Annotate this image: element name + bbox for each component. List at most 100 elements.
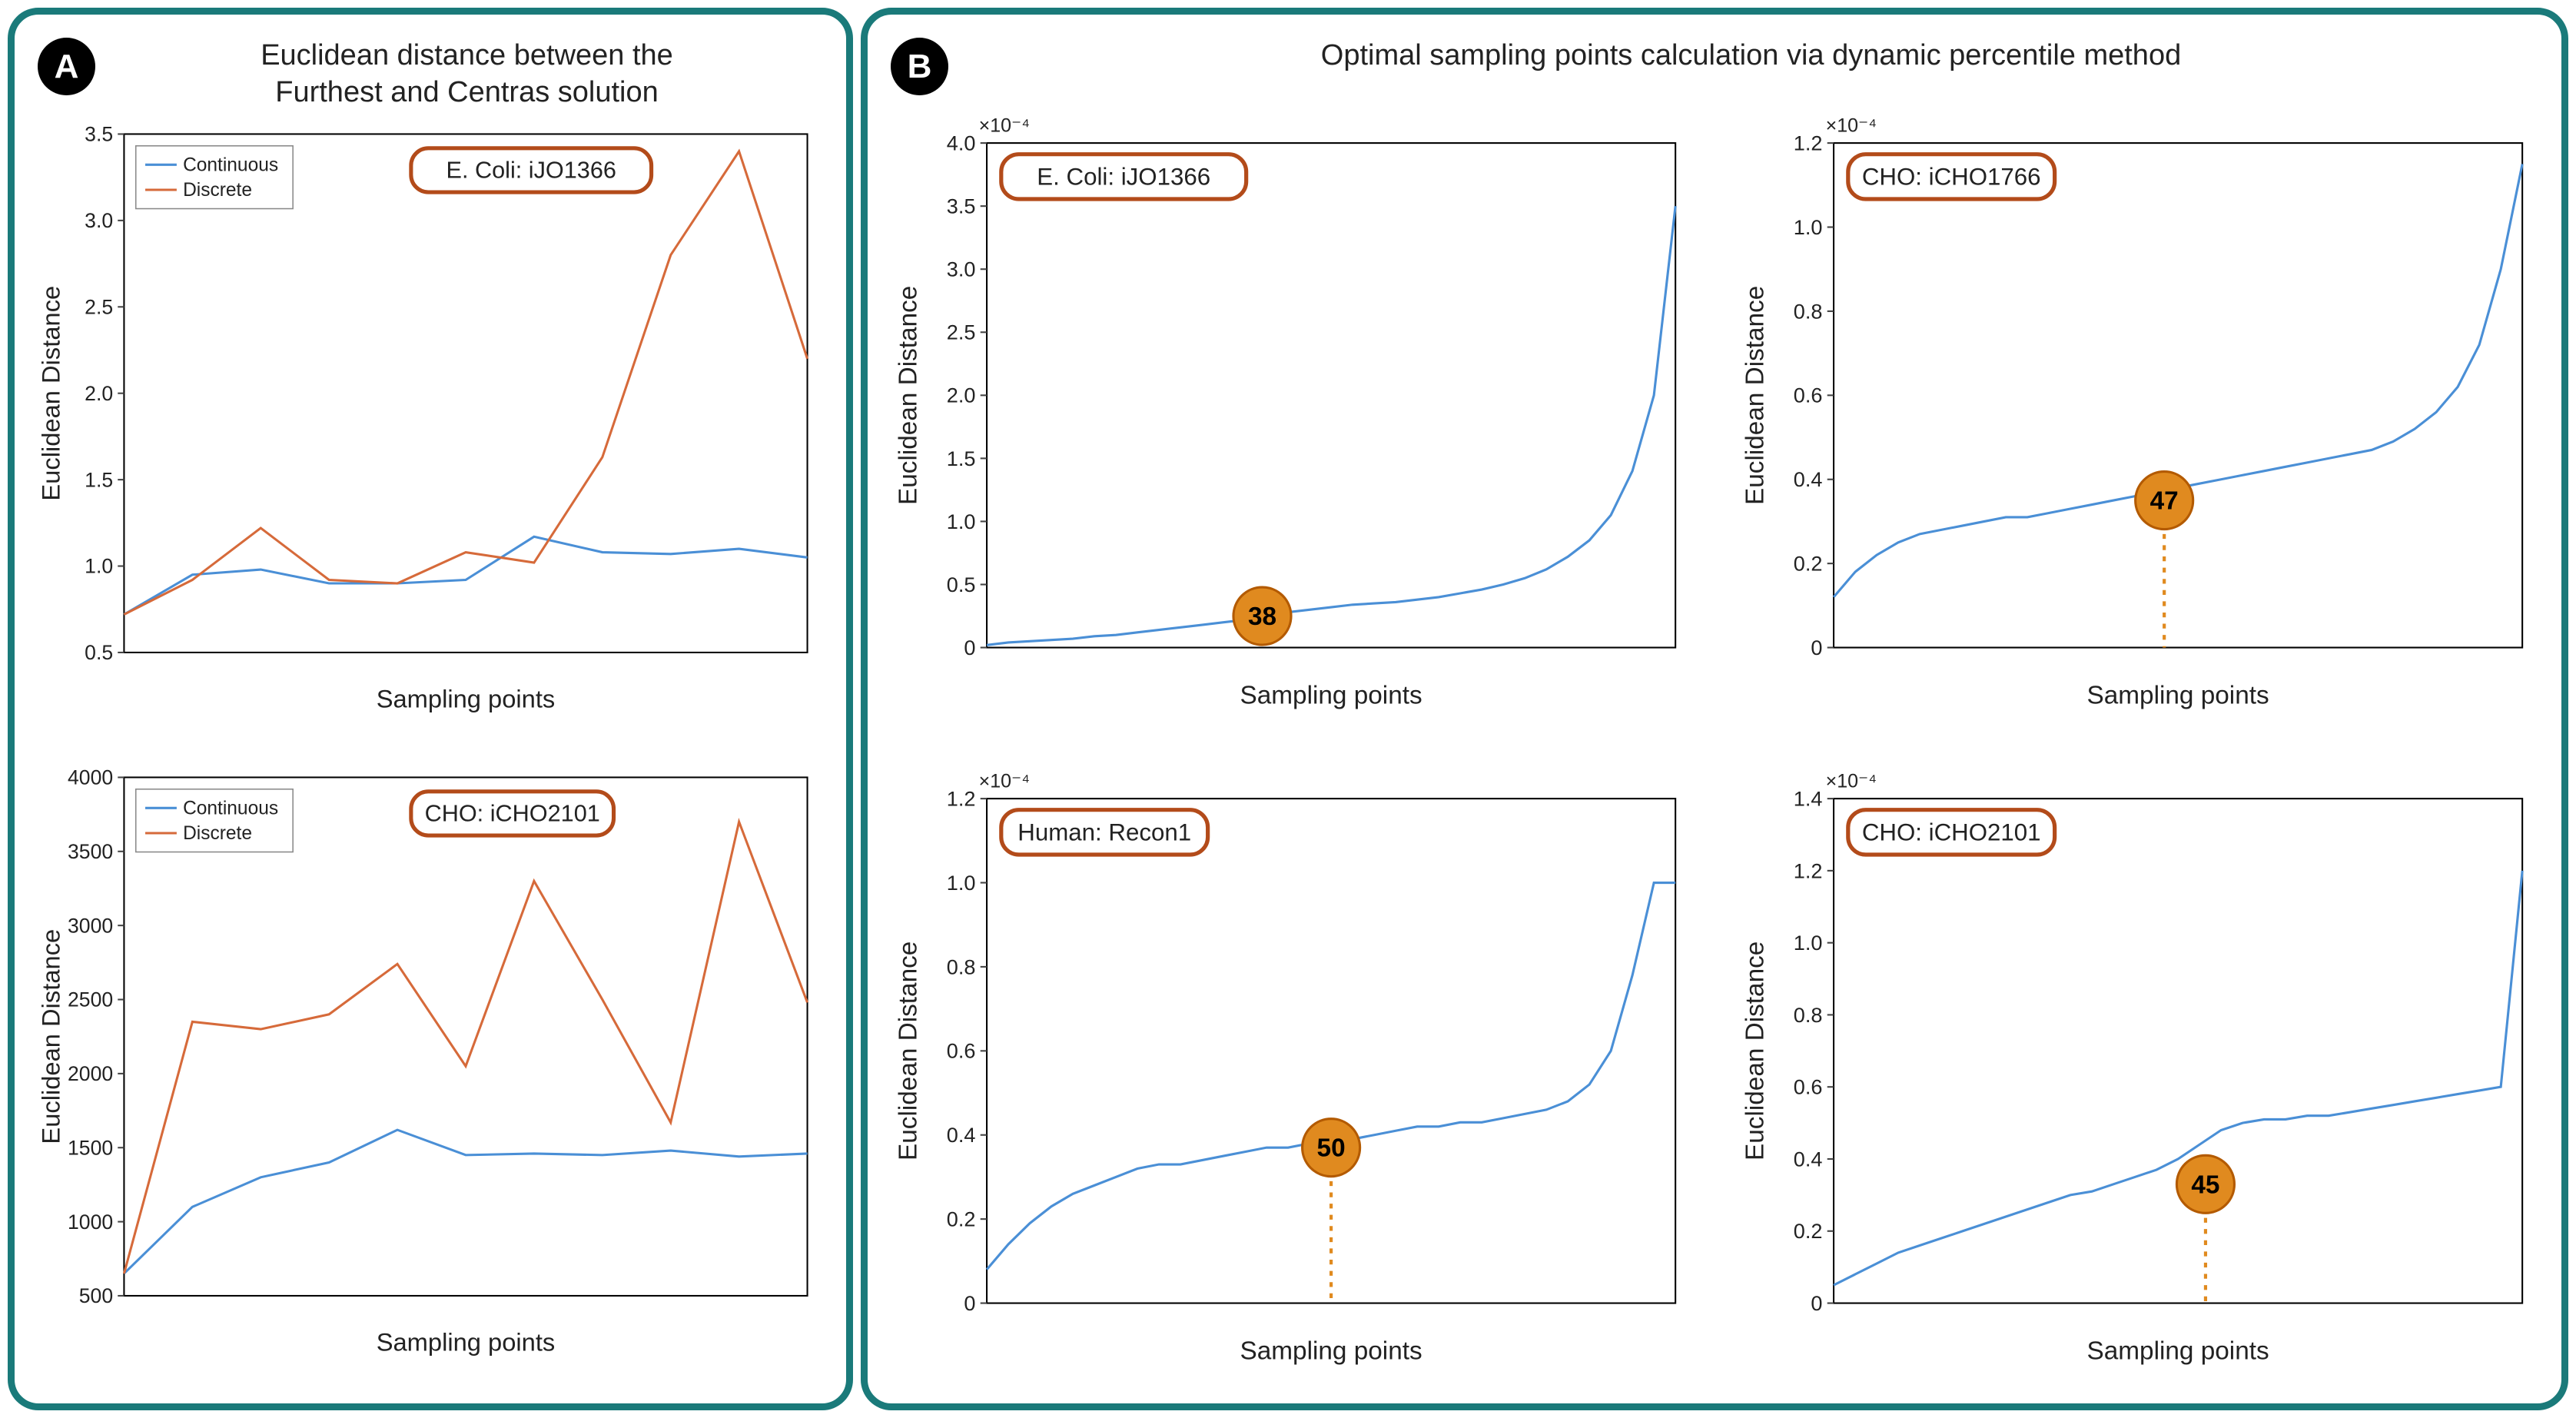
svg-text:E. Coli: iJO1366: E. Coli: iJO1366 [446,158,616,184]
svg-text:CHO: iCHO1766: CHO: iCHO1766 [1862,163,2041,190]
svg-text:4000: 4000 [68,766,113,789]
svg-text:Continuous: Continuous [183,799,278,819]
svg-text:Euclidean Distance: Euclidean Distance [894,941,922,1160]
svg-text:1.5: 1.5 [947,447,976,470]
svg-text:500: 500 [79,1284,113,1307]
svg-text:1000: 1000 [68,1210,113,1234]
svg-text:CHO: iCHO2101: CHO: iCHO2101 [1862,819,2041,845]
svg-text:1.2: 1.2 [1794,131,1823,154]
svg-text:×10⁻⁴: ×10⁻⁴ [979,115,1030,137]
svg-text:4.0: 4.0 [947,131,976,154]
svg-text:0.6: 0.6 [1794,1074,1823,1098]
svg-text:2000: 2000 [68,1062,113,1085]
svg-text:Continuous: Continuous [183,154,278,175]
svg-text:0: 0 [964,636,975,659]
svg-text:1500: 1500 [68,1137,113,1160]
svg-text:0.2: 0.2 [1794,552,1823,576]
svg-text:3.0: 3.0 [947,257,976,281]
model-tag: CHO: iCHO1766 [1848,154,2055,199]
svg-text:3000: 3000 [68,915,113,938]
svg-text:Sampling points: Sampling points [2087,1337,2269,1365]
svg-text:E. Coli: iJO1366: E. Coli: iJO1366 [1037,163,1210,190]
svg-text:0.6: 0.6 [1794,384,1823,407]
svg-text:0.4: 0.4 [1794,467,1823,491]
svg-text:×10⁻⁴: ×10⁻⁴ [1826,115,1877,137]
model-tag: E. Coli: iJO1366 [1001,154,1247,199]
chart-a-0: 0.5 1.0 1.5 2.0 2.5 3.0 3.5 Continuous Discrete E… [38,118,823,731]
svg-text:2500: 2500 [68,988,113,1011]
svg-text:Discrete: Discrete [183,180,252,201]
svg-text:3.5: 3.5 [947,194,976,218]
svg-text:0.2: 0.2 [947,1207,976,1230]
svg-text:2.0: 2.0 [947,384,976,407]
svg-text:Sampling points: Sampling points [377,684,556,712]
svg-text:2.0: 2.0 [85,382,113,405]
chart-b-3: 0 0.2 0.4 0.6 0.8 1.0 1.2 1.4×10⁻⁴ CHO: iCHO2101… [1738,759,2538,1383]
svg-text:0: 0 [1811,1291,1822,1315]
legend: Continuous Discrete [136,789,293,852]
svg-text:0.8: 0.8 [1794,299,1823,323]
svg-text:Human: Recon1: Human: Recon1 [1017,819,1191,845]
svg-text:Sampling points: Sampling points [1240,1337,1422,1365]
legend: Continuous Discrete [136,146,293,209]
svg-text:CHO: iCHO2101: CHO: iCHO2101 [425,801,600,827]
svg-text:Euclidean Distance: Euclidean Distance [1741,286,1769,505]
svg-text:0: 0 [964,1291,975,1315]
svg-text:0.5: 0.5 [85,641,113,664]
svg-text:0.2: 0.2 [1794,1219,1823,1243]
panel-a-badge: A [38,38,95,95]
chart-b-2: 0 0.2 0.4 0.6 0.8 1.0 1.2×10⁻⁴ Human: Recon1 50 S… [891,759,1691,1383]
svg-text:47: 47 [2150,487,2179,516]
model-tag: Human: Recon1 [1001,809,1208,854]
svg-text:Euclidean Distance: Euclidean Distance [38,929,65,1144]
svg-text:0.5: 0.5 [947,573,976,596]
svg-text:×10⁻⁴: ×10⁻⁴ [979,770,1030,792]
svg-text:45: 45 [2191,1171,2219,1199]
panel-a-header: A Euclidean distance between theFurthest… [38,38,823,111]
svg-text:3.0: 3.0 [85,209,113,232]
svg-text:1.0: 1.0 [947,871,976,895]
svg-text:Euclidean Distance: Euclidean Distance [1741,941,1769,1160]
chart-a-1: 500 1000 1500 2000 2500 3000 3500 4000 Continuou… [38,762,823,1374]
charts-a-container: 0.5 1.0 1.5 2.0 2.5 3.0 3.5 Continuous Discrete E… [38,118,823,1380]
svg-text:3500: 3500 [68,840,113,863]
svg-text:3.5: 3.5 [85,123,113,146]
svg-text:Euclidean Distance: Euclidean Distance [894,286,922,505]
svg-text:Sampling points: Sampling points [377,1328,556,1357]
charts-b-container: 00.51.01.52.02.53.03.54.0×10⁻⁴E. Coli: i… [891,103,2538,1383]
svg-text:1.0: 1.0 [1794,215,1823,239]
svg-text:1.2: 1.2 [1794,858,1823,882]
panel-b-header: B Optimal sampling points calculation vi… [891,38,2538,95]
svg-text:1.5: 1.5 [85,468,113,491]
svg-text:1.0: 1.0 [1794,931,1823,955]
svg-text:50: 50 [1317,1134,1346,1162]
chart-b-0: 0 0.5 1.0 1.5 2.0 2.5 3.0 3.5 4.0×10⁻⁴ E. Coli: i… [891,103,1691,728]
svg-text:1.4: 1.4 [1794,786,1823,810]
svg-text:1.0: 1.0 [947,510,976,533]
svg-text:Euclidean Distance: Euclidean Distance [38,286,65,501]
model-tag: E. Coli: iJO1366 [411,148,652,192]
svg-text:2.5: 2.5 [947,320,976,344]
panel-b-title: Optimal sampling points calculation via … [964,38,2538,75]
svg-text:Discrete: Discrete [183,823,252,844]
svg-text:1.2: 1.2 [947,786,976,810]
svg-text:0.4: 0.4 [947,1123,976,1147]
svg-text:0.4: 0.4 [1794,1147,1823,1171]
model-tag: CHO: iCHO2101 [411,792,614,835]
panel-b-badge: B [891,38,948,95]
panel-b: B Optimal sampling points calculation vi… [861,8,2568,1410]
svg-text:2.5: 2.5 [85,295,113,318]
svg-text:0.6: 0.6 [947,1038,976,1062]
svg-text:0.8: 0.8 [947,955,976,978]
chart-b-1: 0 0.2 0.4 0.6 0.8 1.0 1.2×10⁻⁴ CHO: iCHO1766 47 S… [1738,103,2538,728]
panel-a: A Euclidean distance between theFurthest… [8,8,853,1410]
svg-text:0.8: 0.8 [1794,1003,1823,1027]
svg-text:1.0: 1.0 [85,555,113,578]
svg-text:×10⁻⁴: ×10⁻⁴ [1826,770,1877,792]
panel-a-title: Euclidean distance between theFurthest a… [111,38,823,111]
model-tag: CHO: iCHO2101 [1848,809,2055,854]
svg-text:38: 38 [1248,603,1276,631]
svg-text:Sampling points: Sampling points [1240,681,1422,709]
svg-text:0: 0 [1811,636,1822,659]
svg-text:Sampling points: Sampling points [2087,681,2269,709]
